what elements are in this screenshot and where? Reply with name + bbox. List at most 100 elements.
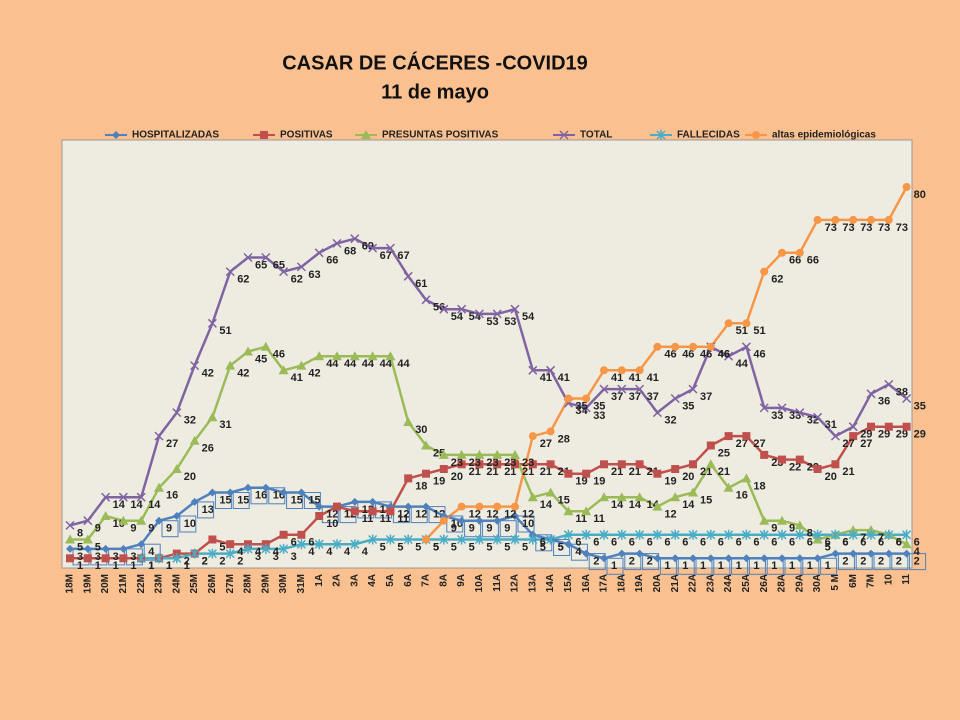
marker <box>616 492 627 502</box>
marker <box>528 460 537 469</box>
marker <box>332 238 342 248</box>
data-label: 67 <box>380 250 392 262</box>
marker <box>154 431 164 441</box>
marker <box>368 497 377 506</box>
data-label: 6 <box>647 537 653 549</box>
data-label: 15 <box>558 494 570 506</box>
marker <box>777 529 787 540</box>
data-label: 36 <box>878 396 890 408</box>
marker <box>831 215 840 224</box>
data-label: 15 <box>237 494 249 506</box>
marker <box>564 394 573 403</box>
data-label: 33 <box>789 410 801 422</box>
marker <box>296 539 306 550</box>
data-label: 73 <box>860 222 872 234</box>
marker <box>136 492 146 502</box>
x-tick-label: 18A <box>616 574 627 592</box>
data-label: 1 <box>682 560 688 572</box>
x-tick-label: 23A <box>705 574 716 592</box>
marker <box>225 548 235 559</box>
marker <box>119 544 128 553</box>
data-label: 9 <box>451 523 457 535</box>
data-label: 11 <box>380 513 392 525</box>
data-label: 6 <box>914 537 920 549</box>
data-label: 42 <box>237 368 249 380</box>
data-label: 5 <box>486 541 492 553</box>
marker <box>278 365 289 375</box>
x-tick-label: 2A <box>332 574 343 587</box>
marker <box>350 539 360 550</box>
marker <box>457 502 466 511</box>
data-label: 13 <box>202 504 214 516</box>
marker <box>83 544 92 553</box>
data-label: 1 <box>77 560 83 572</box>
x-tick-label: 20A <box>652 574 663 592</box>
x-tick-label: 26A <box>759 574 770 592</box>
marker <box>867 215 875 224</box>
marker <box>172 553 182 564</box>
data-label: 27 <box>540 438 552 450</box>
marker <box>492 309 502 319</box>
x-tick-label: 7M <box>866 574 877 588</box>
data-label: 44 <box>362 358 375 370</box>
marker <box>112 131 120 139</box>
marker <box>689 554 697 563</box>
marker <box>760 554 769 563</box>
marker <box>760 450 769 459</box>
data-label: 14 <box>113 499 126 511</box>
marker <box>314 351 325 361</box>
marker <box>867 549 875 558</box>
data-label: 73 <box>896 222 908 234</box>
marker <box>83 516 93 526</box>
data-label: 2 <box>842 556 848 568</box>
data-label: 6 <box>664 537 670 549</box>
data-label: 44 <box>344 358 357 370</box>
data-label: 69 <box>362 241 374 253</box>
marker <box>652 408 662 418</box>
marker <box>741 342 751 352</box>
data-label: 14 <box>130 499 143 511</box>
marker <box>670 393 680 404</box>
chart-title: CASAR DE CÁCERES -COVID19 <box>282 51 588 74</box>
marker <box>66 554 74 563</box>
x-tick-label: 11 <box>901 574 912 585</box>
data-label: 35 <box>914 400 926 412</box>
data-label: 12 <box>326 509 338 521</box>
data-label: 14 <box>682 499 695 511</box>
data-label: 2 <box>219 556 225 568</box>
data-label: 12 <box>415 509 427 521</box>
data-label: 37 <box>629 391 641 403</box>
data-label: 37 <box>611 391 623 403</box>
data-label: 35 <box>575 400 587 412</box>
marker <box>474 309 484 319</box>
x-tick-label: 22M <box>136 574 147 593</box>
marker <box>848 529 858 540</box>
label-box <box>820 557 838 575</box>
marker <box>546 534 556 545</box>
data-label: 32 <box>807 415 819 427</box>
data-label: 19 <box>575 476 587 488</box>
data-label: 5 <box>469 541 475 553</box>
x-tick-label: 6A <box>403 574 414 587</box>
x-tick-label: 18M <box>65 574 76 593</box>
marker <box>884 549 893 558</box>
marker <box>190 497 199 506</box>
data-label: 14 <box>148 499 161 511</box>
label-box <box>446 515 464 533</box>
data-label: 5 <box>433 541 439 553</box>
marker <box>279 488 288 497</box>
marker <box>492 534 502 545</box>
data-label: 54 <box>522 311 535 323</box>
x-tick-label: 9A <box>456 574 467 587</box>
data-label: 9 <box>789 523 795 535</box>
marker <box>368 243 378 253</box>
marker <box>564 540 573 549</box>
data-label: 4 <box>237 546 244 558</box>
marker <box>689 342 697 351</box>
marker <box>279 543 289 554</box>
label-box <box>677 557 695 575</box>
x-tick-label: 24A <box>723 574 734 592</box>
data-label: 62 <box>237 274 249 286</box>
marker <box>315 502 324 511</box>
marker <box>492 449 503 459</box>
